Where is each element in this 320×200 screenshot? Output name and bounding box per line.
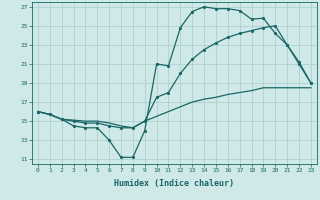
X-axis label: Humidex (Indice chaleur): Humidex (Indice chaleur)	[115, 179, 234, 188]
